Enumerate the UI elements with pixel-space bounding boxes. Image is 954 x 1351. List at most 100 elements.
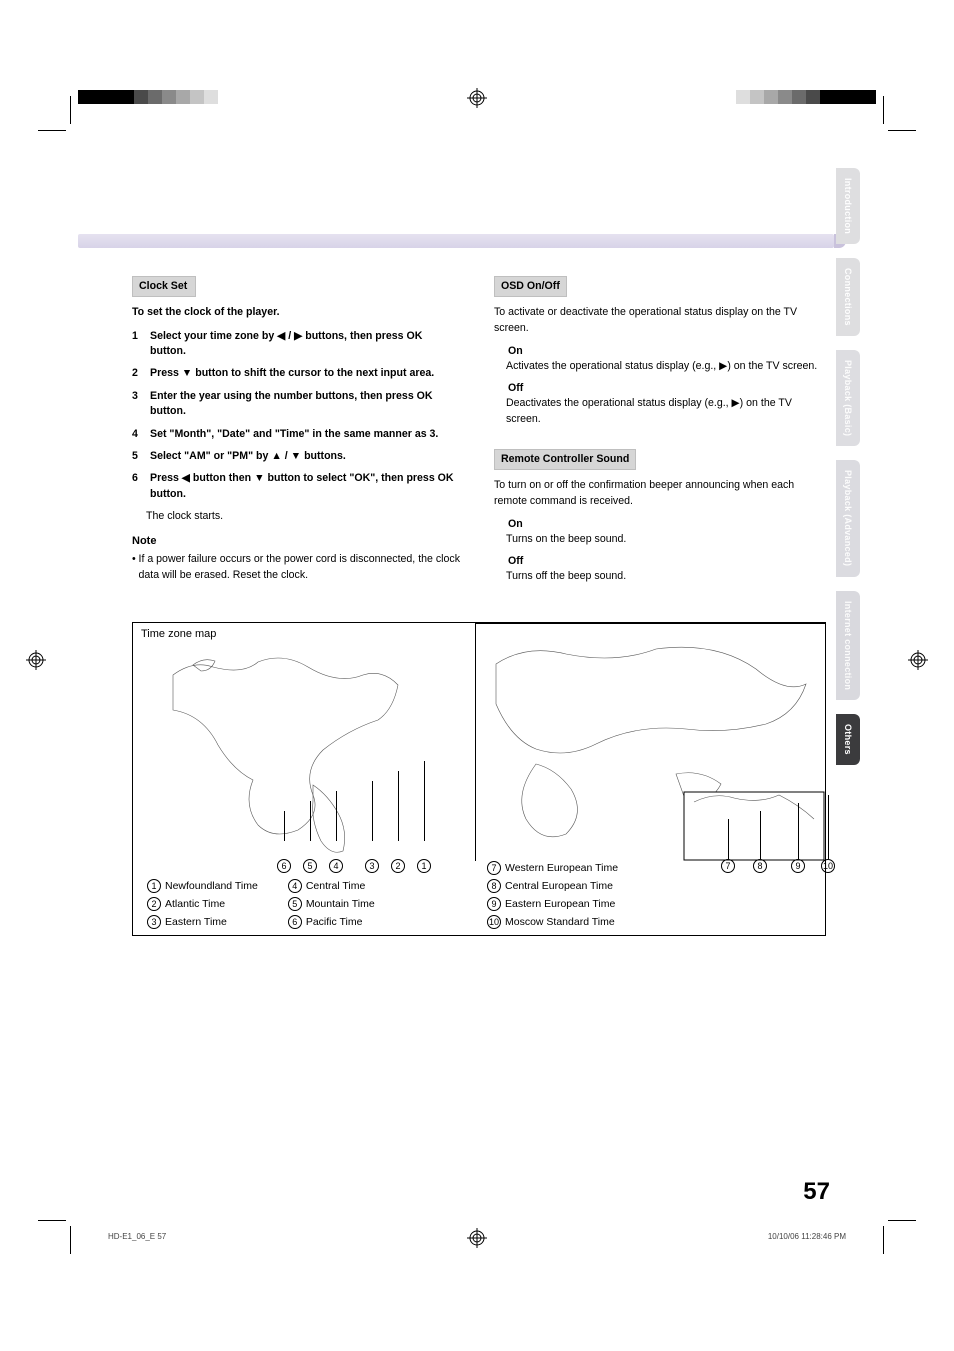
- map-leader-line: [284, 811, 285, 841]
- step-row: 5Select "AM" or "PM" by ▲ / ▼ buttons.: [132, 449, 460, 464]
- clock-set-heading: Clock Set: [132, 276, 196, 297]
- color-bar-left: [78, 90, 218, 104]
- legend-item: 8 Central European Time: [487, 879, 618, 893]
- legend-item: 9 Eastern European Time: [487, 897, 618, 911]
- crop-mark: [70, 96, 71, 124]
- swatch: [148, 90, 162, 104]
- step-number: 5: [132, 449, 150, 464]
- map-leader-line: [310, 801, 311, 841]
- osd-intro: To activate or deactivate the operationa…: [494, 305, 822, 336]
- swatch: [778, 90, 792, 104]
- legend-item: 2Atlantic Time: [147, 897, 258, 911]
- swatch: [792, 90, 806, 104]
- legend-number-circle: 5: [288, 897, 302, 911]
- timezone-maps: [133, 645, 825, 861]
- step-text: Select your time zone by ◀ / ▶ buttons, …: [150, 329, 460, 360]
- osd-heading: OSD On/Off: [494, 276, 567, 297]
- step-row: 6Press ◀ button then ▼ button to select …: [132, 471, 460, 502]
- step-number: 2: [132, 366, 150, 381]
- footer-right: 10/10/06 11:28:46 PM: [768, 1232, 846, 1241]
- step-text: Select "AM" or "PM" by ▲ / ▼ buttons.: [150, 449, 460, 464]
- note-text: If a power failure occurs or the power c…: [139, 552, 461, 583]
- legend-text: Moscow Standard Time: [505, 916, 615, 928]
- step-text: Press ▼ button to shift the cursor to th…: [150, 366, 460, 381]
- legend-item: 7Western European Time: [487, 861, 618, 875]
- rcs-off-p: Turns off the beep sound.: [506, 569, 822, 584]
- map-eurasia: [475, 623, 825, 861]
- section-tab: Playback (Basic): [836, 350, 860, 446]
- swatch: [750, 90, 764, 104]
- step-row: 1Select your time zone by ◀ / ▶ buttons,…: [132, 329, 460, 360]
- swatch: [134, 90, 148, 104]
- swatch: [834, 90, 848, 104]
- swatch: [764, 90, 778, 104]
- legend-number-circle: 9: [487, 897, 501, 911]
- legend-number-circle: 3: [147, 915, 161, 929]
- tab-label: Introduction: [843, 178, 853, 234]
- step-text: Set "Month", "Date" and "Time" in the sa…: [150, 427, 460, 442]
- note-heading: Note: [132, 534, 460, 550]
- legend-item: 3 Eastern Time: [147, 915, 258, 929]
- clock-after: The clock starts.: [146, 509, 460, 524]
- swatch: [162, 90, 176, 104]
- legend-number-circle: 10: [487, 915, 501, 929]
- page-number: 57: [803, 1178, 830, 1206]
- map-number-circle: 4: [329, 859, 343, 873]
- left-column: Clock Set To set the clock of the player…: [132, 276, 460, 588]
- rcs-on-h: On: [508, 517, 822, 532]
- legend-item: 1 Newfoundland Time: [147, 879, 258, 893]
- map-leader-line: [336, 791, 337, 841]
- map-leader-line: [372, 781, 373, 841]
- map-number-circle: 9: [791, 859, 805, 873]
- section-tabs: Introduction Connections Playback (Basic) P…: [836, 168, 860, 765]
- section-tab: Playback (Advanced): [836, 460, 860, 576]
- legend-text: Newfoundland Time: [165, 880, 258, 892]
- swatch: [92, 90, 106, 104]
- crop-mark: [888, 1220, 916, 1221]
- map-number-circle: 8: [753, 859, 767, 873]
- clock-intro: To set the clock of the player.: [132, 305, 460, 320]
- legend-text: Eastern European Time: [505, 898, 615, 910]
- registration-mark-top: [467, 88, 487, 113]
- timezone-box: Time zone map 654321 1Newfoundland Time2…: [132, 622, 826, 936]
- swatch: [78, 90, 92, 104]
- legend-text: Central European Time: [505, 880, 613, 892]
- swatch: [820, 90, 834, 104]
- step-text: Press ◀ button then ▼ button to select "…: [150, 471, 460, 502]
- registration-mark-left: [26, 650, 46, 675]
- legend-number-circle: 2: [147, 897, 161, 911]
- rcs-on-p: Turns on the beep sound.: [506, 532, 822, 547]
- swatch: [176, 90, 190, 104]
- swatch: [862, 90, 876, 104]
- osd-on-h: On: [508, 344, 822, 359]
- osd-off-h: Off: [508, 381, 822, 396]
- map-number-circle: 1: [417, 859, 431, 873]
- step-text: Enter the year using the number buttons,…: [150, 389, 460, 420]
- swatch: [848, 90, 862, 104]
- clock-steps: 1Select your time zone by ◀ / ▶ buttons,…: [132, 329, 460, 502]
- section-tab: Others: [836, 714, 860, 765]
- map-number-circle: 6: [277, 859, 291, 873]
- map-leader-line: [398, 771, 399, 841]
- footer-left: HD-E1_06_E 57: [108, 1232, 166, 1241]
- swatch: [806, 90, 820, 104]
- section-tab: Internet connection: [836, 591, 860, 700]
- legend-number-circle: 4: [288, 879, 302, 893]
- map-number-circle: 5: [303, 859, 317, 873]
- crop-mark: [70, 1226, 71, 1254]
- section-tab: Introduction: [836, 168, 860, 244]
- step-number: 4: [132, 427, 150, 442]
- crop-mark: [888, 130, 916, 131]
- tab-label: Internet connection: [843, 601, 853, 690]
- legend-number-circle: 1: [147, 879, 161, 893]
- step-row: 3Enter the year using the number buttons…: [132, 389, 460, 420]
- rcs-heading: Remote Controller Sound: [494, 449, 636, 470]
- tab-label: Others: [843, 724, 853, 755]
- registration-mark-right: [908, 650, 928, 675]
- tab-label: Connections: [843, 268, 853, 326]
- step-row: 4Set "Month", "Date" and "Time" in the s…: [132, 427, 460, 442]
- legend-text: Eastern Time: [165, 916, 227, 928]
- tab-label: Playback (Basic): [843, 360, 853, 436]
- legend-number-circle: 8: [487, 879, 501, 893]
- registration-mark-bottom: [467, 1228, 487, 1253]
